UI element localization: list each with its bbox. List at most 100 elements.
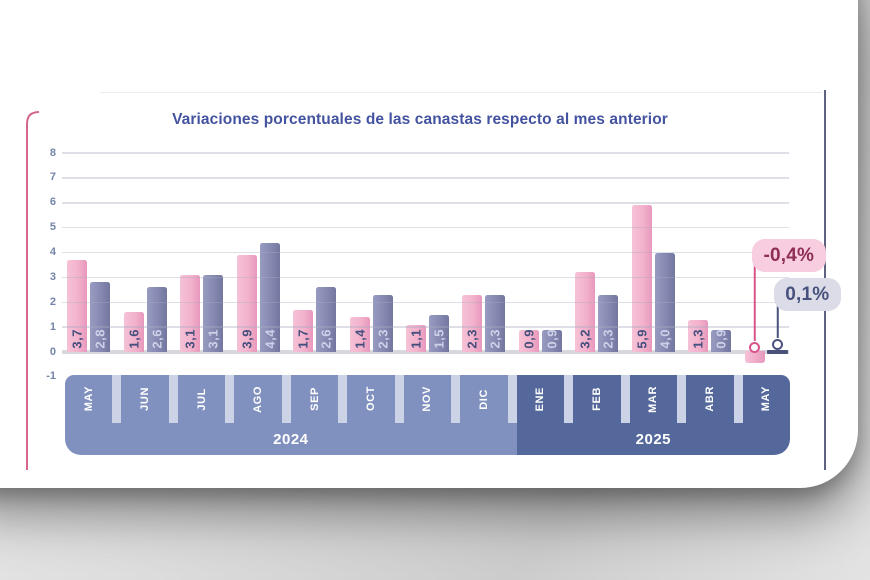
y-axis-tick-label: 0: [49, 345, 56, 358]
month-separator: [451, 375, 461, 423]
month-label: JUL: [195, 387, 208, 411]
month-cell-mar: MAR: [629, 375, 678, 423]
month-separator: [507, 375, 517, 423]
month-cell-oct: OCT: [347, 375, 395, 423]
bar-value-label: 2,6: [318, 329, 334, 349]
bar-value-label: 0,9: [713, 329, 729, 349]
month-label: SEP: [308, 387, 321, 411]
bar-canasta-serie-violeta: 4,0: [654, 252, 675, 352]
bar-canasta-serie-rosa: 1,7: [293, 309, 314, 352]
navy-marker-circle: [772, 338, 784, 350]
bar-canasta-serie-rosa: 3,7: [67, 259, 88, 352]
gridline: [62, 326, 789, 328]
month-separator: [733, 375, 743, 423]
bar-value-label: 1,4: [352, 329, 368, 349]
gridline: [62, 301, 789, 303]
month-label: NOV: [421, 386, 434, 412]
y-axis-tick-label: 7: [49, 171, 56, 184]
bar-canasta-serie-rosa: 1,6: [123, 312, 144, 352]
bar-value-label: 2,6: [149, 329, 165, 349]
bar-value-label: 4,4: [262, 329, 278, 349]
panel-top-hairline: [100, 92, 822, 93]
y-axis-tick-label: -1: [46, 370, 56, 383]
bar-canasta-serie-violeta: 3,1: [203, 274, 224, 352]
bar-value-label: 1,6: [126, 329, 142, 349]
pink-marker-circle: [749, 341, 761, 353]
month-label: MAR: [647, 385, 660, 413]
month-separator: [677, 375, 687, 423]
gridline: [62, 226, 789, 229]
month-separator: [338, 375, 348, 423]
gridline: [62, 251, 789, 254]
bar-canasta-serie-rosa: 1,4: [349, 317, 370, 352]
month-cell-ene: ENE: [516, 375, 565, 423]
bar-canasta-serie-violeta: 2,3: [485, 294, 506, 352]
bar-value-label: 3,7: [69, 329, 85, 349]
month-cell-nov: NOV: [403, 375, 452, 423]
negative-bar-stub: [744, 351, 765, 363]
flat-bar-dash: [767, 349, 789, 354]
bar-value-label: 0,9: [521, 329, 537, 349]
month-cell-may: MAY: [65, 375, 113, 423]
month-cell-sep: SEP: [290, 375, 339, 423]
bar-canasta-serie-rosa: 2,3: [462, 294, 483, 352]
bar-canasta-serie-rosa: 0,9: [518, 329, 539, 352]
month-separator: [394, 375, 404, 423]
month-label: ABR: [703, 386, 716, 412]
bar-canasta-serie-rosa: 1,3: [688, 319, 709, 352]
bar-canasta-serie-rosa: 5,9: [631, 205, 652, 352]
bar-value-label: 2,3: [464, 329, 480, 349]
month-cell-ago: AGO: [234, 375, 282, 423]
month-label: AGO: [252, 385, 265, 413]
month-separator: [225, 375, 235, 423]
y-axis-tick-label: 1: [49, 320, 56, 333]
bar-canasta-serie-violeta: 2,3: [372, 294, 393, 352]
bar-canasta-serie-violeta: 4,4: [259, 242, 280, 352]
bar-value-label: 5,9: [634, 329, 650, 349]
month-separator: [620, 375, 630, 423]
callout-pink: -0,4%: [751, 239, 826, 272]
bar-value-label: 0,9: [544, 329, 560, 349]
month-separator: [112, 375, 122, 423]
y-axis-tick-label: 5: [49, 221, 56, 234]
bar-canasta-serie-violeta: 2,3: [598, 294, 619, 352]
bar-value-label: 2,8: [92, 329, 108, 349]
bar-canasta-serie-violeta: 1,5: [429, 314, 449, 352]
chart-title: Variaciones porcentuales de las canastas…: [172, 111, 668, 128]
year-band-2024: 2024: [65, 423, 517, 455]
bar-value-label: 3,1: [205, 329, 221, 349]
y-axis-tick-label: 4: [49, 246, 56, 258]
bar-value-label: 1,1: [408, 329, 424, 349]
bar-canasta-serie-violeta: 0,9: [711, 329, 732, 352]
gridline: [62, 177, 789, 179]
y-axis-tick-label: 2: [49, 295, 56, 308]
gridline: [62, 276, 789, 279]
bar-value-label: 1,3: [690, 329, 706, 349]
bar-value-label: 3,9: [239, 329, 255, 349]
bar-canasta-serie-violeta: 2,8: [90, 282, 111, 352]
y-axis-tick-label: 3: [49, 270, 56, 283]
bar-canasta-serie-rosa: 1,1: [406, 324, 426, 352]
bar-value-label: 4,0: [657, 329, 673, 349]
month-label: ENE: [534, 386, 547, 412]
month-separator: [281, 375, 291, 423]
month-label: JUN: [139, 387, 152, 411]
month-label: MAY: [760, 386, 773, 412]
month-cell-dic: DIC: [460, 375, 508, 423]
month-label: DIC: [477, 388, 490, 410]
month-separator: [564, 375, 574, 423]
bar-value-label: 3,2: [577, 329, 593, 349]
year-band-2025: 2025: [516, 423, 790, 455]
y-axis-tick-label: 6: [49, 196, 56, 209]
callout-gray: 0,1%: [773, 278, 841, 311]
month-cell-may: MAY: [742, 375, 790, 423]
y-axis-tick-label: 8: [49, 146, 56, 159]
bar-canasta-serie-violeta: 2,6: [146, 287, 167, 352]
month-cell-jul: JUL: [177, 375, 226, 423]
bar-value-label: 2,3: [600, 329, 616, 349]
bar-canasta-serie-violeta: 2,6: [316, 287, 337, 352]
month-label: MAY: [82, 386, 95, 412]
bar-canasta-serie-violeta: 0,9: [541, 329, 562, 352]
month-label: OCT: [365, 386, 378, 412]
bar-value-label: 2,3: [375, 329, 391, 349]
